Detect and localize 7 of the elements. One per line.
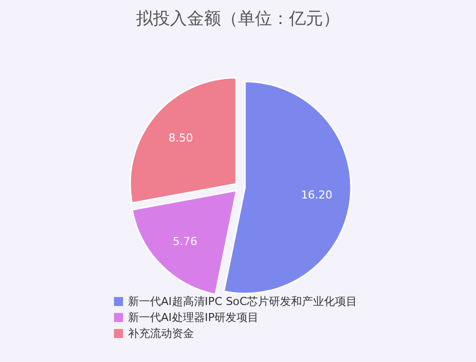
data-label: 8.50 — [168, 132, 194, 145]
legend-label: 补充流动资金 — [128, 327, 194, 340]
chart-title: 拟投入金额（单位：亿元） — [136, 9, 340, 29]
data-label: 5.76 — [172, 235, 198, 248]
legend-label: 新一代AI超高清IPC SoC芯片研发和产业化项目 — [128, 295, 358, 308]
data-label: 16.20 — [300, 188, 332, 202]
legend-label: 新一代AI处理器IP研发项目 — [128, 311, 259, 324]
